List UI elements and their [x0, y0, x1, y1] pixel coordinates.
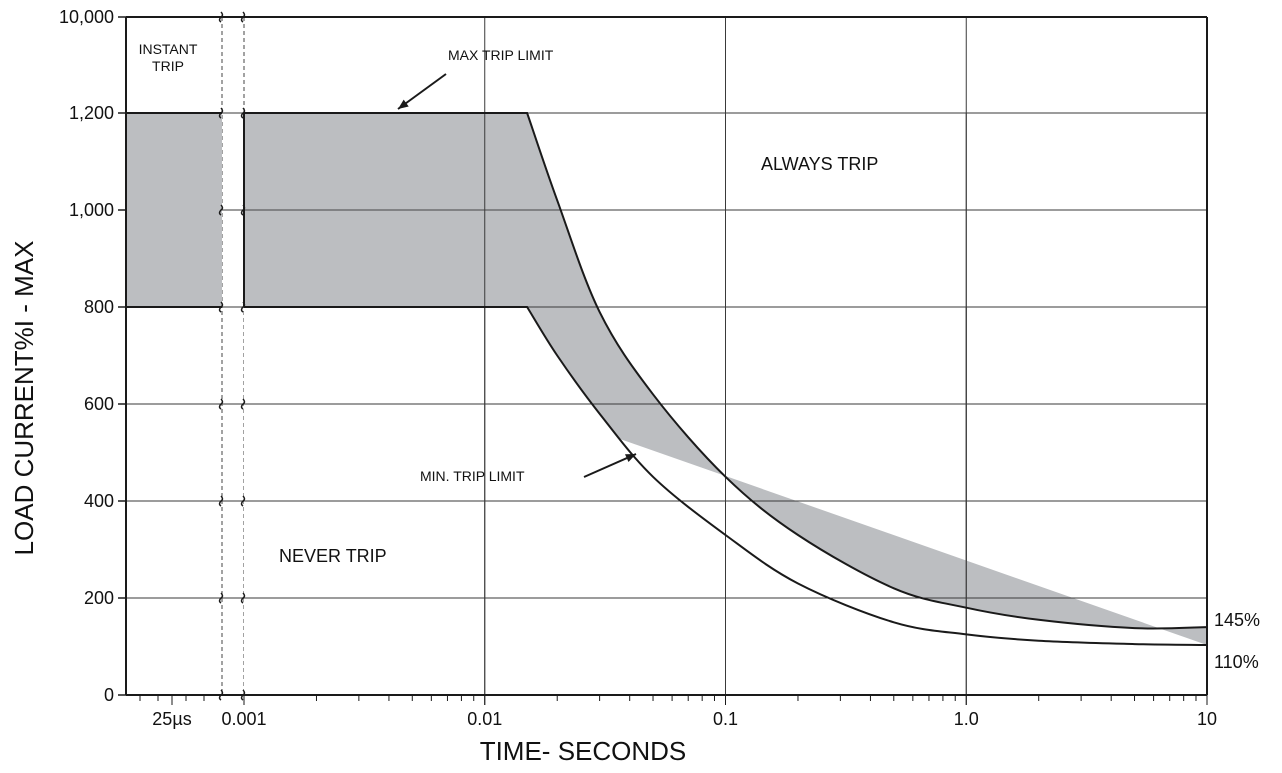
break-mark	[218, 107, 224, 119]
end-label-low: 110%	[1214, 652, 1259, 672]
break-mark	[240, 204, 246, 216]
break-mark	[240, 107, 246, 119]
y-tick-label: 200	[84, 588, 114, 608]
y-tick-label: 800	[84, 297, 114, 317]
break-mark	[240, 689, 246, 701]
min-trip-curve	[244, 306, 1208, 646]
break-mark	[240, 301, 246, 313]
break-mark	[240, 592, 246, 604]
break-mark	[218, 592, 224, 604]
x-tick-label: 0.01	[467, 709, 502, 729]
min-trip-limit-label: MIN. TRIP LIMIT	[420, 468, 525, 484]
break-mark	[218, 398, 224, 410]
tick-layer: 0 200 400 600 800 1,000 1,200 10,000 25µs 0.001 0.…	[59, 7, 1217, 729]
break-mark	[218, 495, 224, 507]
y-tick-label: 10,000	[59, 7, 114, 27]
y-tick-label: 600	[84, 394, 114, 414]
x-tick-label: 0.001	[221, 709, 266, 729]
y-tick-label: 0	[104, 685, 114, 705]
min-trip-arrow-head	[625, 454, 636, 462]
break-mark	[240, 495, 246, 507]
x-tick-label: 10	[1197, 709, 1217, 729]
y-tick-label: 1,000	[69, 200, 114, 220]
x-tick-label: 25µs	[152, 709, 191, 729]
break-mark	[218, 689, 224, 701]
break-mark	[240, 11, 246, 23]
axis-layer	[125, 11, 1208, 701]
max-trip-arrow-head	[398, 99, 409, 109]
max-trip-curve	[244, 112, 1208, 630]
arrow-layer	[397, 73, 637, 478]
break-mark	[218, 301, 224, 313]
never-trip-label: NEVER TRIP	[279, 546, 387, 566]
always-trip-label: ALWAYS TRIP	[761, 154, 878, 174]
x-tick-label: 1.0	[954, 709, 979, 729]
y-tick-label: 1,200	[69, 103, 114, 123]
instant-trip-label: INSTANT TRIP	[139, 41, 198, 74]
break-mark	[240, 398, 246, 410]
y-axis-title: LOAD CURRENT%I - MAX	[9, 241, 39, 556]
y-tick-label: 400	[84, 491, 114, 511]
instant-trip-band	[126, 113, 222, 307]
x-axis-title: TIME- SECONDS	[480, 736, 687, 766]
max-trip-limit-label: MAX TRIP LIMIT	[448, 47, 554, 63]
break-mark	[218, 11, 224, 23]
end-label-high: 145%	[1214, 610, 1260, 630]
x-tick-label: 0.1	[713, 709, 738, 729]
break-mark	[218, 204, 224, 216]
band-layer	[126, 112, 1208, 695]
